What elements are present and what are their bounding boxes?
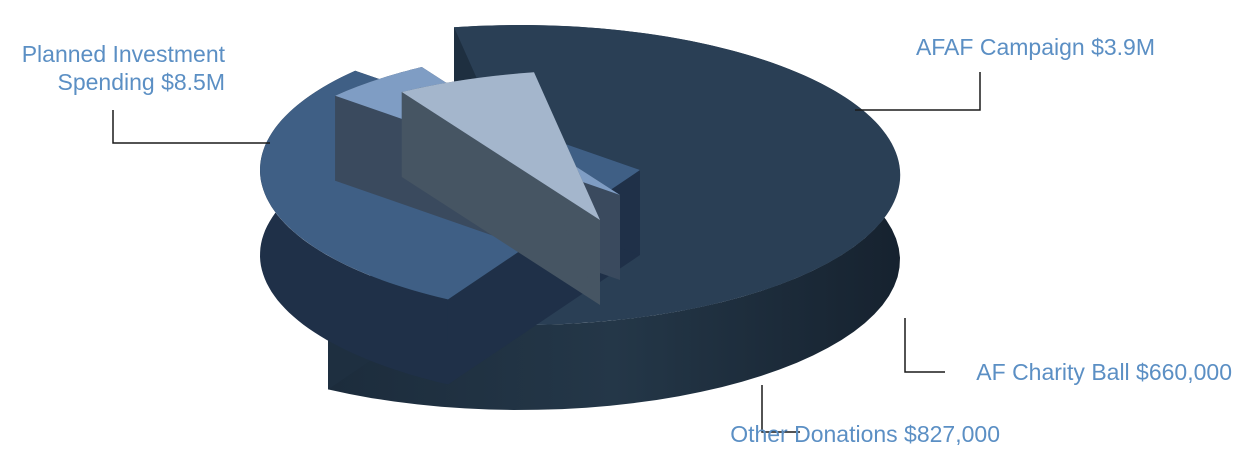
slice-label-3-line-0: Other Donations $827,000 [730, 421, 1000, 447]
slices-layer [260, 25, 901, 410]
leader-line-1 [855, 72, 981, 111]
pie-slice-face-3-0 [401, 92, 600, 306]
slice-label-0-line-1: Spending $8.5M [57, 69, 225, 95]
slice-label-2-line-0: AF Charity Ball $660,000 [976, 359, 1232, 385]
leader-line-3 [761, 385, 800, 433]
slice-label-1-line-0: AFAF Campaign $3.9M [916, 34, 1155, 60]
pie-slice-top-3 [401, 72, 600, 220]
leader-line-2 [904, 318, 945, 373]
leader-line-0 [112, 110, 270, 144]
slice-label-0-line-0: Planned Investment [22, 41, 226, 67]
pie-slice-3 [401, 72, 600, 306]
